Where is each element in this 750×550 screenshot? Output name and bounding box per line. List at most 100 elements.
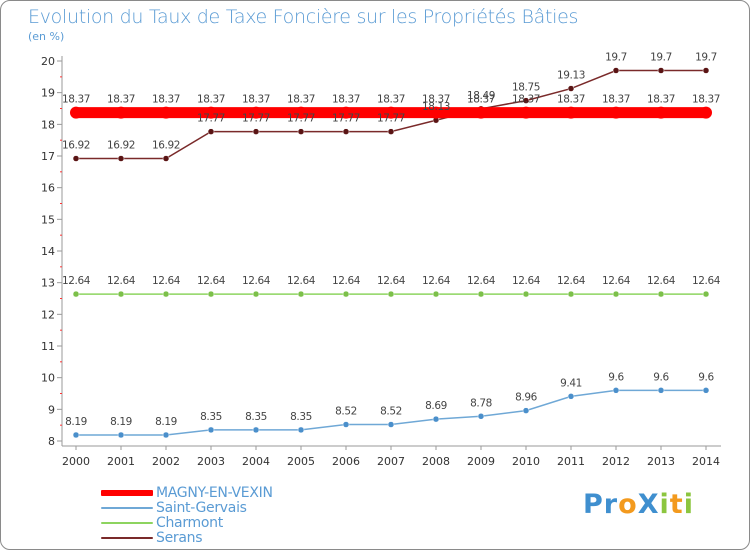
data-point-charmont bbox=[522, 290, 530, 298]
logo-letter: r bbox=[603, 489, 619, 520]
data-label-charmont: 12.64 bbox=[197, 275, 226, 287]
data-point-charmont bbox=[297, 290, 305, 298]
data-point-charmont bbox=[477, 290, 485, 298]
data-label-serans: 19.7 bbox=[695, 52, 717, 64]
data-label-charmont: 12.64 bbox=[152, 275, 181, 287]
x-tick-label: 2002 bbox=[152, 455, 180, 468]
data-point-charmont bbox=[567, 290, 575, 298]
y-tick-label: 8 bbox=[48, 435, 55, 448]
data-point-saint-gervais bbox=[612, 387, 620, 394]
data-label-magny: 18.37 bbox=[602, 94, 630, 106]
data-point-serans bbox=[162, 155, 170, 162]
data-point-serans bbox=[72, 155, 80, 162]
x-tick-label: 2010 bbox=[512, 455, 540, 468]
data-label-charmont: 12.64 bbox=[377, 275, 406, 287]
data-point-saint-gervais bbox=[432, 415, 440, 423]
x-tick-label: 2009 bbox=[467, 455, 495, 468]
x-tick-label: 2012 bbox=[602, 455, 630, 468]
legend-item-magny[interactable]: MAGNY-EN-VEXIN bbox=[101, 485, 361, 502]
data-label-magny: 18.37 bbox=[467, 94, 495, 106]
logo-letter: P bbox=[583, 489, 604, 520]
data-point-serans bbox=[702, 67, 710, 74]
data-label-magny: 18.37 bbox=[107, 94, 135, 106]
data-label-charmont: 12.64 bbox=[647, 275, 676, 287]
data-label-magny: 18.37 bbox=[332, 94, 360, 106]
legend-label-saint-gervais: Saint-Gervais bbox=[156, 500, 247, 516]
data-label-serans: 19.13 bbox=[557, 70, 585, 82]
data-label-saint-gervais: 8.35 bbox=[245, 411, 267, 423]
data-label-charmont: 12.64 bbox=[602, 275, 631, 287]
legend: MAGNY-EN-VEXIN Saint-Gervais Charmont Se… bbox=[101, 485, 361, 547]
legend-item-serans[interactable]: Serans bbox=[101, 530, 361, 547]
data-point-magny bbox=[250, 106, 262, 119]
data-point-charmont bbox=[72, 290, 80, 298]
x-tick-label: 2003 bbox=[197, 455, 225, 468]
data-label-magny: 18.37 bbox=[647, 94, 675, 106]
data-label-magny: 18.37 bbox=[692, 94, 720, 106]
data-point-magny bbox=[295, 106, 307, 119]
data-label-magny: 18.37 bbox=[422, 94, 450, 106]
data-label-saint-gervais: 8.19 bbox=[155, 416, 177, 428]
data-point-charmont bbox=[387, 290, 395, 298]
y-tick-label: 18 bbox=[41, 118, 55, 131]
data-label-charmont: 12.64 bbox=[512, 275, 541, 287]
data-point-saint-gervais bbox=[522, 407, 530, 414]
data-label-serans: 18.13 bbox=[422, 101, 450, 113]
logo-letter: t bbox=[669, 489, 684, 520]
data-label-magny: 18.37 bbox=[377, 94, 405, 106]
data-point-magny bbox=[385, 106, 397, 119]
data-point-magny bbox=[610, 106, 622, 119]
data-point-charmont bbox=[162, 290, 170, 298]
data-label-charmont: 12.64 bbox=[692, 275, 721, 287]
x-tick-label: 2011 bbox=[557, 455, 585, 468]
legend-swatch-magny bbox=[101, 490, 153, 496]
data-label-serans: 18.75 bbox=[512, 82, 540, 94]
y-tick-label: 11 bbox=[41, 340, 55, 353]
data-label-magny: 18.37 bbox=[152, 94, 180, 106]
data-label-charmont: 12.64 bbox=[467, 275, 496, 287]
data-label-saint-gervais: 8.96 bbox=[515, 392, 537, 404]
y-tick-label: 13 bbox=[41, 277, 55, 290]
legend-swatch-serans bbox=[101, 537, 153, 539]
data-point-saint-gervais bbox=[657, 387, 665, 394]
data-label-saint-gervais: 8.69 bbox=[425, 400, 447, 412]
x-tick-label: 2008 bbox=[422, 455, 450, 468]
data-label-saint-gervais: 8.52 bbox=[380, 406, 402, 418]
legend-item-charmont[interactable]: Charmont bbox=[101, 515, 361, 532]
data-point-saint-gervais bbox=[207, 426, 215, 434]
data-label-serans: 16.92 bbox=[62, 140, 90, 152]
y-tick-label: 12 bbox=[41, 308, 55, 321]
data-label-charmont: 12.64 bbox=[557, 275, 586, 287]
chart-title: Evolution du Taux de Taxe Foncière sur l… bbox=[28, 6, 579, 28]
data-point-charmont bbox=[432, 290, 440, 298]
data-label-serans: 17.77 bbox=[377, 113, 405, 125]
y-tick-label: 9 bbox=[48, 403, 55, 416]
data-label-serans: 18.49 bbox=[467, 90, 495, 102]
data-point-saint-gervais bbox=[117, 431, 125, 439]
data-label-magny: 18.37 bbox=[197, 94, 225, 106]
logo-letter: i bbox=[659, 489, 670, 520]
legend-swatch-saint-gervais bbox=[101, 507, 153, 509]
data-label-saint-gervais: 8.52 bbox=[335, 406, 357, 418]
data-label-serans: 17.77 bbox=[287, 113, 315, 125]
data-label-saint-gervais: 8.19 bbox=[110, 416, 132, 428]
data-point-saint-gervais bbox=[477, 413, 485, 420]
data-point-magny bbox=[565, 106, 577, 119]
data-label-saint-gervais: 8.78 bbox=[470, 397, 492, 409]
data-point-serans bbox=[657, 67, 665, 74]
data-label-magny: 18.37 bbox=[512, 94, 540, 106]
logo-letter: X bbox=[637, 489, 660, 520]
data-label-serans: 16.92 bbox=[107, 140, 135, 152]
legend-item-saint-gervais[interactable]: Saint-Gervais bbox=[101, 500, 361, 517]
y-tick-label: 16 bbox=[41, 182, 55, 195]
data-label-charmont: 12.64 bbox=[332, 275, 361, 287]
x-tick-label: 2004 bbox=[242, 455, 270, 468]
data-point-magny bbox=[70, 106, 82, 119]
data-point-serans bbox=[117, 155, 125, 162]
data-point-saint-gervais bbox=[297, 426, 305, 434]
data-label-charmont: 12.64 bbox=[242, 275, 271, 287]
x-tick-label: 2007 bbox=[377, 455, 405, 468]
y-tick-label: 20 bbox=[41, 55, 55, 68]
data-point-serans bbox=[297, 128, 305, 135]
data-point-serans bbox=[612, 67, 620, 74]
